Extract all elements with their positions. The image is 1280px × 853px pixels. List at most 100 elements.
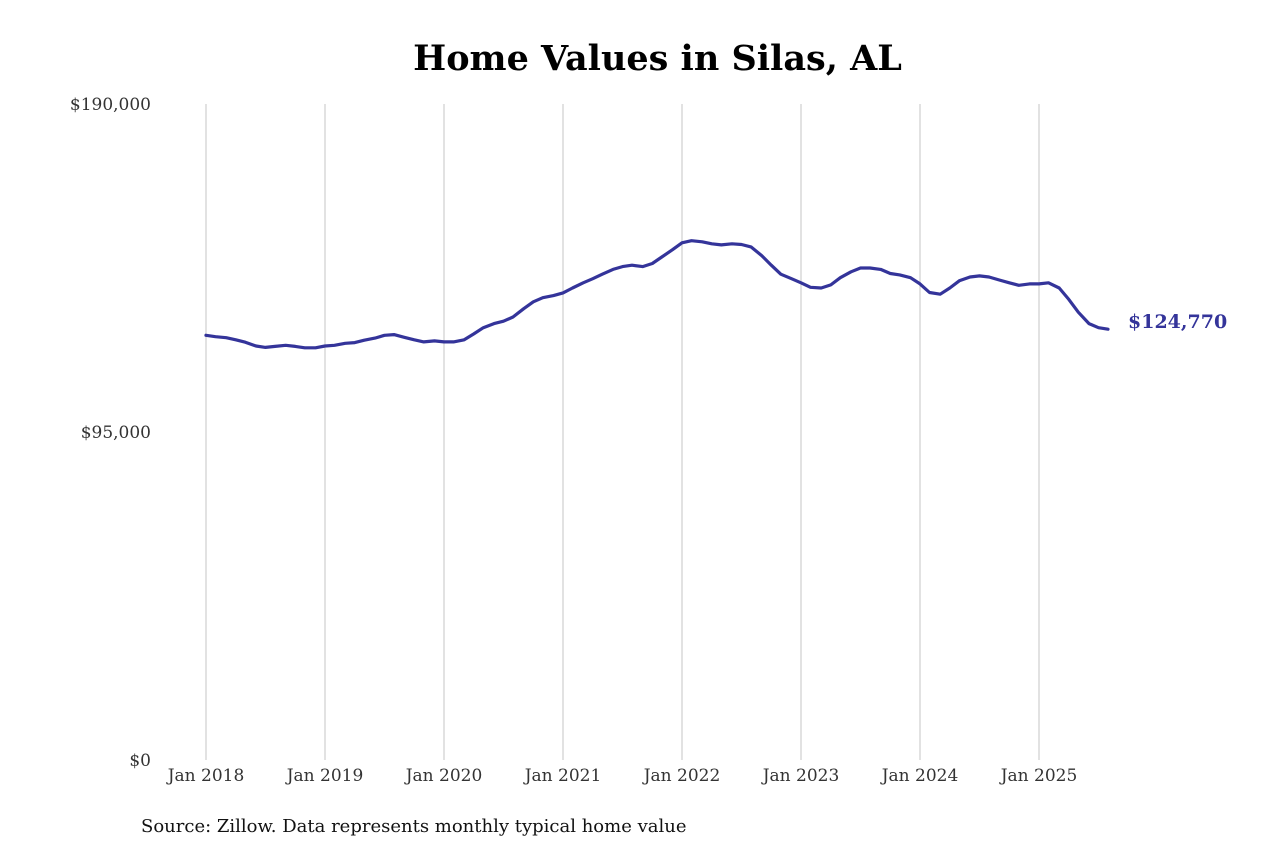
data-point bbox=[602, 274, 603, 275]
chart-title: Home Values in Silas, AL bbox=[413, 38, 902, 79]
x-tick-label: Jan 2023 bbox=[761, 766, 840, 786]
data-point bbox=[572, 288, 573, 289]
data-point bbox=[771, 265, 772, 266]
data-point bbox=[801, 282, 802, 283]
data-point bbox=[563, 292, 564, 293]
data-point bbox=[256, 346, 257, 347]
data-point bbox=[970, 277, 971, 278]
data-point bbox=[215, 336, 216, 337]
data-point bbox=[940, 294, 941, 295]
data-point bbox=[315, 347, 316, 348]
data-point bbox=[721, 244, 722, 245]
data-point bbox=[711, 243, 712, 244]
data-point bbox=[860, 268, 861, 269]
data-point bbox=[275, 346, 276, 347]
end-value-label: $124,770 bbox=[1128, 311, 1227, 333]
data-point bbox=[1098, 327, 1099, 328]
y-tick-label: $0 bbox=[129, 751, 151, 771]
y-tick-label: $190,000 bbox=[70, 95, 151, 115]
data-point bbox=[751, 246, 752, 247]
data-point bbox=[375, 338, 376, 339]
data-point bbox=[464, 339, 465, 340]
x-tick-label: Jan 2020 bbox=[404, 766, 483, 786]
data-point bbox=[732, 243, 733, 244]
data-point bbox=[1108, 329, 1109, 330]
data-point bbox=[494, 323, 495, 324]
data-point bbox=[741, 244, 742, 245]
data-point bbox=[503, 321, 504, 322]
data-point bbox=[206, 335, 207, 336]
data-point bbox=[999, 280, 1000, 281]
data-point bbox=[780, 274, 781, 275]
series-layer: $124,770 bbox=[204, 239, 1227, 350]
data-point bbox=[989, 277, 990, 278]
data-point bbox=[959, 280, 960, 281]
source-note: Source: Zillow. Data represents monthly … bbox=[141, 816, 687, 837]
data-point bbox=[444, 341, 445, 342]
data-point bbox=[384, 335, 385, 336]
data-point bbox=[1048, 282, 1049, 283]
data-point bbox=[761, 255, 762, 256]
data-point bbox=[1068, 299, 1069, 300]
data-point bbox=[414, 339, 415, 340]
data-point bbox=[642, 266, 643, 267]
x-axis-ticks: Jan 2018 Jan 2019 Jan 2020 Jan 2021 Jan 2022… bbox=[166, 766, 1078, 786]
data-point bbox=[334, 345, 335, 346]
data-point bbox=[851, 271, 852, 272]
data-point bbox=[1059, 288, 1060, 289]
data-point bbox=[265, 347, 266, 348]
data-point bbox=[553, 295, 554, 296]
data-point bbox=[821, 288, 822, 289]
x-tick-label: Jan 2025 bbox=[999, 766, 1078, 786]
data-point bbox=[899, 274, 900, 275]
data-point bbox=[691, 240, 692, 241]
series-line bbox=[204, 239, 1110, 350]
x-tick-label: Jan 2022 bbox=[642, 766, 721, 786]
data-point bbox=[880, 269, 881, 270]
data-point bbox=[622, 266, 623, 267]
data-point bbox=[404, 337, 405, 338]
data-point bbox=[542, 297, 543, 298]
data-point bbox=[1089, 323, 1090, 324]
data-point bbox=[672, 249, 673, 250]
y-axis-ticks: $0 $95,000 $190,000 bbox=[70, 95, 151, 771]
data-point bbox=[483, 327, 484, 328]
data-point bbox=[661, 257, 662, 258]
data-point bbox=[810, 287, 811, 288]
gridlines bbox=[205, 104, 1040, 760]
data-point bbox=[870, 268, 871, 269]
data-point bbox=[295, 346, 296, 347]
data-point bbox=[840, 277, 841, 278]
data-point bbox=[394, 334, 395, 335]
data-point bbox=[949, 288, 950, 289]
data-point bbox=[979, 275, 980, 276]
data-point bbox=[513, 317, 514, 318]
data-point bbox=[1029, 283, 1030, 284]
data-point bbox=[1039, 283, 1040, 284]
data-point bbox=[423, 341, 424, 342]
x-tick-label: Jan 2024 bbox=[880, 766, 959, 786]
data-point bbox=[1018, 285, 1019, 286]
data-point bbox=[1078, 312, 1079, 313]
data-point bbox=[325, 346, 326, 347]
data-point bbox=[592, 278, 593, 279]
data-point bbox=[652, 263, 653, 264]
data-point bbox=[890, 273, 891, 274]
x-tick-label: Jan 2021 bbox=[523, 766, 602, 786]
data-point bbox=[245, 342, 246, 343]
data-point bbox=[523, 308, 524, 309]
data-point bbox=[830, 284, 831, 285]
data-point bbox=[345, 343, 346, 344]
data-point bbox=[910, 277, 911, 278]
data-point bbox=[920, 283, 921, 284]
data-point bbox=[1009, 282, 1010, 283]
data-point bbox=[453, 341, 454, 342]
data-point bbox=[533, 301, 534, 302]
data-point bbox=[632, 265, 633, 266]
data-point bbox=[226, 337, 227, 338]
data-point bbox=[929, 292, 930, 293]
data-point bbox=[682, 242, 683, 243]
data-point bbox=[583, 282, 584, 283]
data-point bbox=[473, 333, 474, 334]
